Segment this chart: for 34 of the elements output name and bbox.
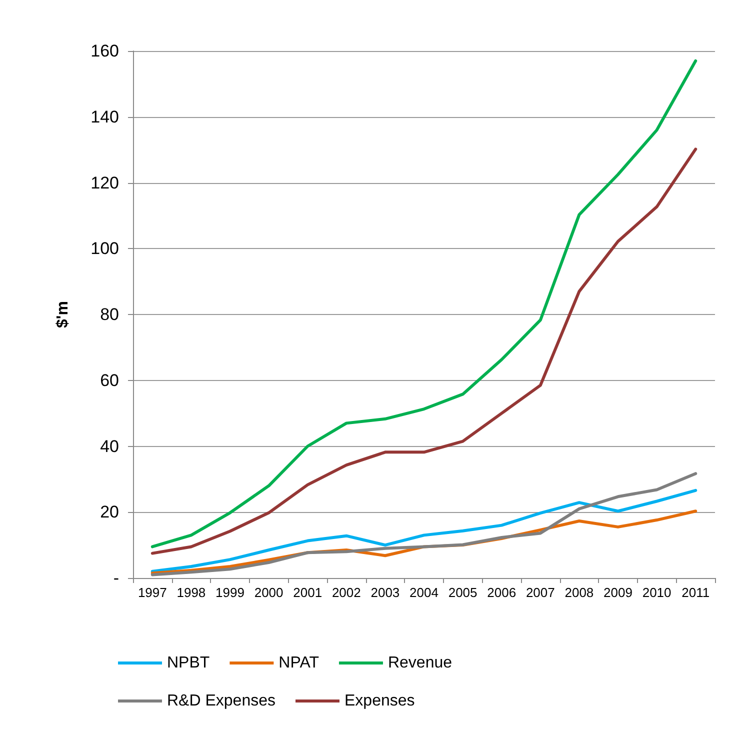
legend-label: Revenue	[388, 654, 452, 672]
x-tick-label: 2010	[642, 585, 672, 600]
x-tick-label: 2004	[410, 585, 438, 600]
x-tick-label: 2001	[293, 585, 322, 600]
x-tick-label: 2002	[332, 585, 361, 600]
x-tick-label: 1997	[138, 585, 167, 600]
y-tick-label: 40	[100, 436, 119, 456]
x-tick-label: 2008	[564, 585, 594, 600]
line-series	[150, 488, 698, 573]
x-tick-label: 2003	[370, 585, 400, 600]
line-series	[150, 148, 698, 555]
y-tick-label: 80	[100, 305, 119, 324]
x-tick-label: 2007	[526, 585, 555, 600]
y-tick-label: 140	[90, 107, 119, 126]
x-tick-label: 2011	[682, 585, 710, 600]
y-tick-label: 60	[100, 370, 119, 390]
x-tick-label: 2005	[448, 585, 478, 600]
line-series	[150, 472, 698, 576]
y-tick-label: 160	[90, 42, 119, 60]
legend-label: Expenses	[344, 692, 415, 710]
x-tick-label: 1998	[176, 585, 206, 600]
x-tick-label: 2000	[254, 585, 284, 600]
x-tick-label: 2009	[604, 585, 632, 600]
legend-label: R&D Expenses	[167, 692, 276, 710]
y-axis-title: $'m	[54, 301, 72, 328]
line-series	[150, 59, 698, 548]
y-tick-label: -	[113, 568, 119, 588]
x-tick-label: 2006	[487, 585, 516, 600]
legend-label: NPAT	[278, 654, 320, 672]
y-tick-label: 120	[90, 173, 119, 192]
y-tick-label: 20	[100, 502, 119, 522]
legend-label: NPBT	[167, 654, 210, 672]
x-tick-label: 1999	[216, 585, 244, 600]
y-tick-label: 100	[90, 239, 119, 258]
